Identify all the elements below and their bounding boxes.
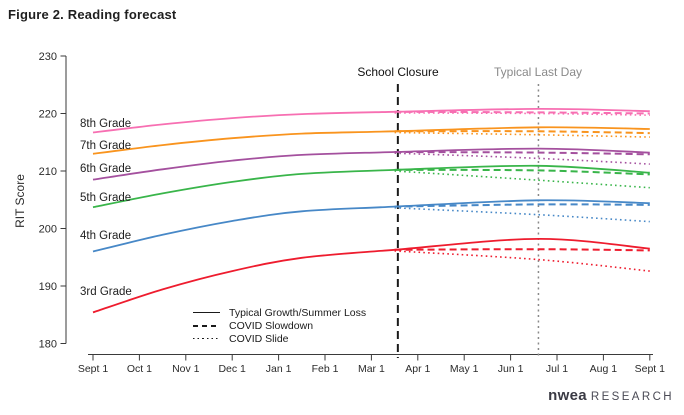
legend-label-slide: COVID Slide bbox=[229, 332, 289, 345]
grade-label-4th: 4th Grade bbox=[80, 230, 132, 242]
svg-text:210: 210 bbox=[39, 166, 57, 178]
svg-text:190: 190 bbox=[39, 281, 57, 293]
grade-label-5th: 5th Grade bbox=[80, 192, 132, 204]
y-axis-title: RIT Score bbox=[13, 174, 27, 228]
legend-label-slowdown: COVID Slowdown bbox=[229, 319, 314, 332]
figure-title: Figure 2. Reading forecast bbox=[8, 7, 177, 22]
grade-label-8th: 8th Grade bbox=[80, 118, 132, 130]
legend-item-typical: Typical Growth/Summer Loss bbox=[193, 306, 366, 319]
svg-text:Apr 1: Apr 1 bbox=[405, 363, 430, 375]
grade-label-7th: 7th Grade bbox=[80, 140, 132, 152]
svg-text:230: 230 bbox=[39, 51, 57, 63]
svg-text:Nov 1: Nov 1 bbox=[172, 363, 200, 375]
nwea-research-logo: nwea RESEARCH bbox=[548, 387, 674, 404]
nwea-logo-suffix: RESEARCH bbox=[590, 391, 674, 403]
svg-text:Dec 1: Dec 1 bbox=[218, 363, 246, 375]
legend-item-slowdown: COVID Slowdown bbox=[193, 319, 366, 332]
svg-text:Aug 1: Aug 1 bbox=[590, 363, 618, 375]
school-closure-label: School Closure bbox=[357, 65, 439, 79]
svg-text:Sept 1: Sept 1 bbox=[635, 363, 666, 375]
svg-text:May 1: May 1 bbox=[450, 363, 479, 375]
svg-text:Sept 1: Sept 1 bbox=[78, 363, 109, 375]
svg-text:Jun 1: Jun 1 bbox=[498, 363, 524, 375]
svg-text:180: 180 bbox=[39, 339, 57, 351]
legend-item-slide: COVID Slide bbox=[193, 332, 366, 345]
svg-text:Mar 1: Mar 1 bbox=[358, 363, 385, 375]
dashed-line-sample bbox=[193, 324, 220, 327]
svg-text:Jan 1: Jan 1 bbox=[266, 363, 292, 375]
svg-text:200: 200 bbox=[39, 224, 57, 236]
nwea-logo-brand: nwea bbox=[548, 387, 587, 404]
svg-text:Feb 1: Feb 1 bbox=[312, 363, 339, 375]
solid-line-sample bbox=[193, 311, 220, 314]
svg-text:220: 220 bbox=[39, 109, 57, 121]
dotted-line-sample bbox=[193, 337, 220, 340]
grade-label-3rd: 3rd Grade bbox=[80, 286, 132, 298]
grade-label-6th: 6th Grade bbox=[80, 163, 132, 175]
svg-text:Oct 1: Oct 1 bbox=[127, 363, 152, 375]
typical-last-day-label: Typical Last Day bbox=[493, 65, 583, 79]
chart-legend: Typical Growth/Summer Loss COVID Slowdow… bbox=[193, 306, 366, 345]
svg-text:Jul 1: Jul 1 bbox=[546, 363, 568, 375]
legend-label-typical: Typical Growth/Summer Loss bbox=[229, 306, 367, 319]
